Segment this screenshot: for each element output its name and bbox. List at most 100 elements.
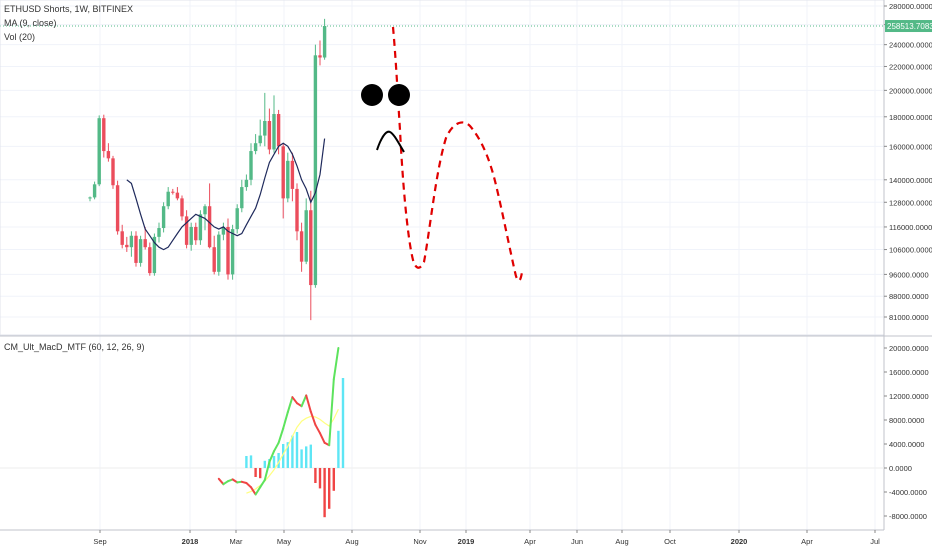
candle-body: [207, 206, 212, 248]
pane-frames: [0, 0, 932, 531]
price-tick-label: 81000.0000: [889, 313, 929, 322]
frown-arc[interactable]: [376, 130, 405, 153]
candle[interactable]: [125, 236, 129, 252]
candle[interactable]: [253, 134, 258, 155]
moving-average: [126, 138, 326, 251]
candle[interactable]: [272, 95, 276, 153]
macd-line-segment: [250, 486, 257, 496]
macd-tick-label: -8000.0000: [889, 512, 927, 521]
candle-body: [276, 114, 281, 147]
candle[interactable]: [180, 195, 184, 221]
time-tick-label: Aug: [615, 537, 628, 546]
candle[interactable]: [267, 108, 272, 155]
price-tick-label: 200000.0000: [889, 86, 932, 95]
candle-body: [226, 226, 230, 275]
price-tick-label: 220000.0000: [889, 62, 932, 71]
candle[interactable]: [92, 181, 97, 200]
indicator-legend[interactable]: CM_Ult_MacD_MTF (60, 12, 26, 9): [4, 342, 145, 352]
macd-tick-label: 0.0000: [889, 464, 912, 473]
candle[interactable]: [194, 222, 198, 245]
candle[interactable]: [161, 202, 166, 233]
candle[interactable]: [88, 196, 92, 202]
candle-body: [230, 229, 235, 275]
candle[interactable]: [97, 115, 101, 187]
symbol-legend[interactable]: ETHUSD Shorts, 1W, BITFINEX: [4, 4, 134, 14]
left-eye-circle[interactable]: [361, 84, 383, 106]
candle[interactable]: [217, 231, 221, 276]
candle[interactable]: [263, 92, 267, 147]
price-tick-label: 116000.0000: [889, 223, 932, 232]
candle-body: [203, 206, 207, 215]
macd-line-segment: [300, 394, 308, 408]
candle-body: [97, 118, 101, 185]
candle[interactable]: [290, 152, 295, 202]
candle[interactable]: [184, 210, 189, 249]
macd-axis: 20000.0000 16000.0000 12000.0000 8000.0000 4…: [884, 344, 929, 521]
candle[interactable]: [111, 155, 115, 189]
candle[interactable]: [322, 18, 327, 60]
candle[interactable]: [295, 183, 299, 241]
macd-tick-label: 8000.0000: [889, 416, 924, 425]
macd-histogram-bar: [259, 468, 262, 479]
candle[interactable]: [207, 183, 212, 249]
candle-body: [318, 55, 322, 58]
candle-body: [106, 151, 111, 159]
ma-legend[interactable]: MA (9, close): [4, 18, 57, 28]
candle[interactable]: [313, 44, 318, 288]
macd-line-segment: [291, 396, 298, 405]
macd-line-segment: [259, 479, 266, 489]
candle[interactable]: [299, 222, 304, 272]
candle[interactable]: [249, 143, 253, 186]
macd-tick-label: 20000.0000: [889, 344, 929, 353]
macd-line-segment: [277, 427, 285, 444]
time-tick-label: Jul: [870, 537, 880, 546]
candle[interactable]: [318, 40, 322, 66]
candle[interactable]: [309, 190, 313, 321]
candle[interactable]: [102, 114, 106, 158]
candle[interactable]: [203, 204, 207, 231]
candle[interactable]: [129, 231, 134, 257]
candle-body: [253, 143, 258, 152]
candle[interactable]: [120, 224, 124, 249]
candle[interactable]: [134, 231, 138, 267]
candle[interactable]: [226, 218, 230, 280]
candle[interactable]: [175, 187, 180, 201]
candle[interactable]: [221, 222, 226, 241]
macd-histogram-bar: [295, 432, 299, 468]
candle[interactable]: [106, 143, 111, 162]
candle[interactable]: [240, 179, 244, 213]
candle[interactable]: [244, 174, 249, 191]
candle[interactable]: [115, 180, 120, 235]
dashed-forecast-line[interactable]: [391, 26, 524, 282]
main-pane-frame: [0, 0, 885, 336]
candle-body: [322, 26, 327, 58]
candle[interactable]: [143, 226, 147, 250]
candle-body: [189, 226, 193, 245]
candle[interactable]: [157, 222, 161, 243]
right-eye-circle[interactable]: [388, 84, 410, 106]
candle[interactable]: [171, 188, 175, 195]
macd-line-segment: [217, 477, 225, 486]
candle[interactable]: [138, 235, 143, 267]
macd-indicator: [0, 347, 884, 518]
vol-legend[interactable]: Vol (20): [4, 32, 36, 42]
candle[interactable]: [189, 222, 193, 251]
macd-line-segment: [332, 347, 340, 381]
candle[interactable]: [235, 204, 239, 234]
candle[interactable]: [281, 143, 285, 219]
candle-body: [171, 191, 175, 193]
candle-body: [299, 231, 304, 262]
candle[interactable]: [148, 242, 152, 276]
candle[interactable]: [166, 187, 170, 210]
candle[interactable]: [152, 233, 157, 276]
candle-body: [138, 239, 143, 263]
candle[interactable]: [212, 235, 216, 275]
candle[interactable]: [304, 198, 308, 265]
candle-body: [263, 120, 267, 136]
candle[interactable]: [286, 152, 290, 203]
candle[interactable]: [258, 119, 262, 147]
candle-body: [198, 214, 203, 241]
macd-tick-label: 16000.0000: [889, 368, 929, 377]
